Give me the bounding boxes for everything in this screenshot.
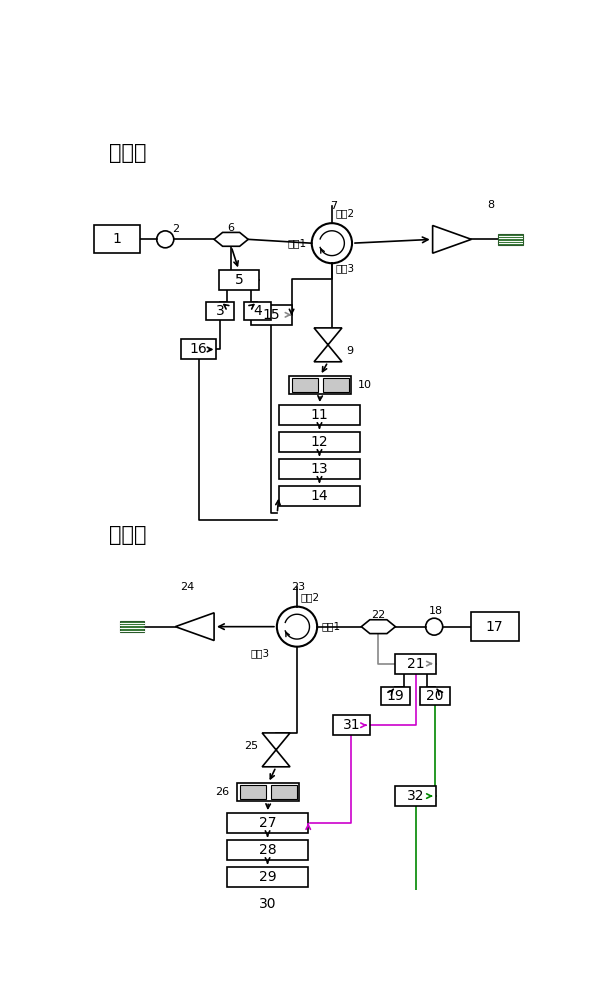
Bar bbox=[119, 621, 144, 632]
Polygon shape bbox=[262, 733, 290, 767]
Text: 23: 23 bbox=[292, 582, 306, 592]
Polygon shape bbox=[432, 225, 471, 253]
Bar bbox=[252, 305, 292, 325]
Bar bbox=[279, 459, 360, 479]
Bar bbox=[238, 783, 300, 801]
Bar bbox=[381, 687, 410, 705]
Text: 18: 18 bbox=[429, 606, 443, 616]
Bar bbox=[279, 405, 360, 425]
Bar bbox=[244, 302, 272, 320]
Bar bbox=[227, 813, 308, 833]
Text: 25: 25 bbox=[244, 741, 258, 751]
Text: 端口1: 端口1 bbox=[288, 238, 307, 248]
Bar bbox=[206, 302, 234, 320]
Text: 8: 8 bbox=[487, 200, 495, 210]
Text: 2: 2 bbox=[172, 224, 180, 234]
Text: 4: 4 bbox=[253, 304, 262, 318]
Text: 19: 19 bbox=[387, 689, 404, 703]
Text: 30: 30 bbox=[259, 897, 276, 911]
Bar bbox=[219, 270, 259, 290]
Text: 26: 26 bbox=[216, 787, 230, 797]
Text: 端口1: 端口1 bbox=[322, 622, 341, 632]
Text: 5: 5 bbox=[234, 273, 243, 287]
Text: 7: 7 bbox=[330, 201, 337, 211]
Bar bbox=[395, 654, 435, 674]
Bar bbox=[420, 687, 449, 705]
Text: 卫星站: 卫星站 bbox=[108, 143, 146, 163]
Bar bbox=[227, 867, 308, 887]
Text: 3: 3 bbox=[216, 304, 225, 318]
Text: 地面站: 地面站 bbox=[108, 525, 146, 545]
Text: 31: 31 bbox=[342, 718, 360, 732]
Text: 20: 20 bbox=[426, 689, 444, 703]
Text: 29: 29 bbox=[259, 870, 276, 884]
Text: 17: 17 bbox=[486, 620, 504, 634]
Text: 端口3: 端口3 bbox=[250, 648, 270, 658]
Text: 27: 27 bbox=[259, 816, 276, 830]
Text: 12: 12 bbox=[311, 435, 328, 449]
Text: 端口3: 端口3 bbox=[336, 263, 355, 273]
Polygon shape bbox=[175, 613, 214, 641]
Text: 13: 13 bbox=[311, 462, 328, 476]
Bar bbox=[227, 840, 308, 860]
Text: 10: 10 bbox=[357, 380, 371, 390]
Text: 11: 11 bbox=[311, 408, 328, 422]
Text: 端口2: 端口2 bbox=[301, 592, 320, 602]
Bar bbox=[270, 785, 297, 799]
Text: 端口2: 端口2 bbox=[336, 209, 355, 219]
Bar bbox=[227, 894, 308, 914]
Bar bbox=[289, 376, 351, 394]
Text: 14: 14 bbox=[311, 489, 328, 503]
Polygon shape bbox=[214, 232, 248, 246]
Polygon shape bbox=[314, 328, 342, 362]
Text: 21: 21 bbox=[407, 657, 424, 671]
Polygon shape bbox=[361, 620, 395, 634]
Bar bbox=[323, 378, 349, 392]
Bar bbox=[471, 612, 519, 641]
Text: 6: 6 bbox=[228, 223, 234, 233]
Bar bbox=[498, 234, 523, 245]
Bar bbox=[279, 486, 360, 506]
Text: 9: 9 bbox=[346, 346, 353, 356]
Bar bbox=[279, 432, 360, 452]
Text: 16: 16 bbox=[189, 342, 208, 356]
Bar bbox=[333, 715, 370, 735]
Text: 15: 15 bbox=[262, 308, 280, 322]
Bar bbox=[181, 339, 216, 359]
Bar bbox=[395, 786, 435, 806]
Bar bbox=[240, 785, 266, 799]
Bar bbox=[94, 225, 141, 253]
Text: 28: 28 bbox=[259, 843, 276, 857]
Text: 1: 1 bbox=[113, 232, 122, 246]
Bar bbox=[292, 378, 318, 392]
Text: 24: 24 bbox=[180, 582, 194, 592]
Text: 32: 32 bbox=[407, 789, 424, 803]
Text: 22: 22 bbox=[371, 610, 385, 620]
